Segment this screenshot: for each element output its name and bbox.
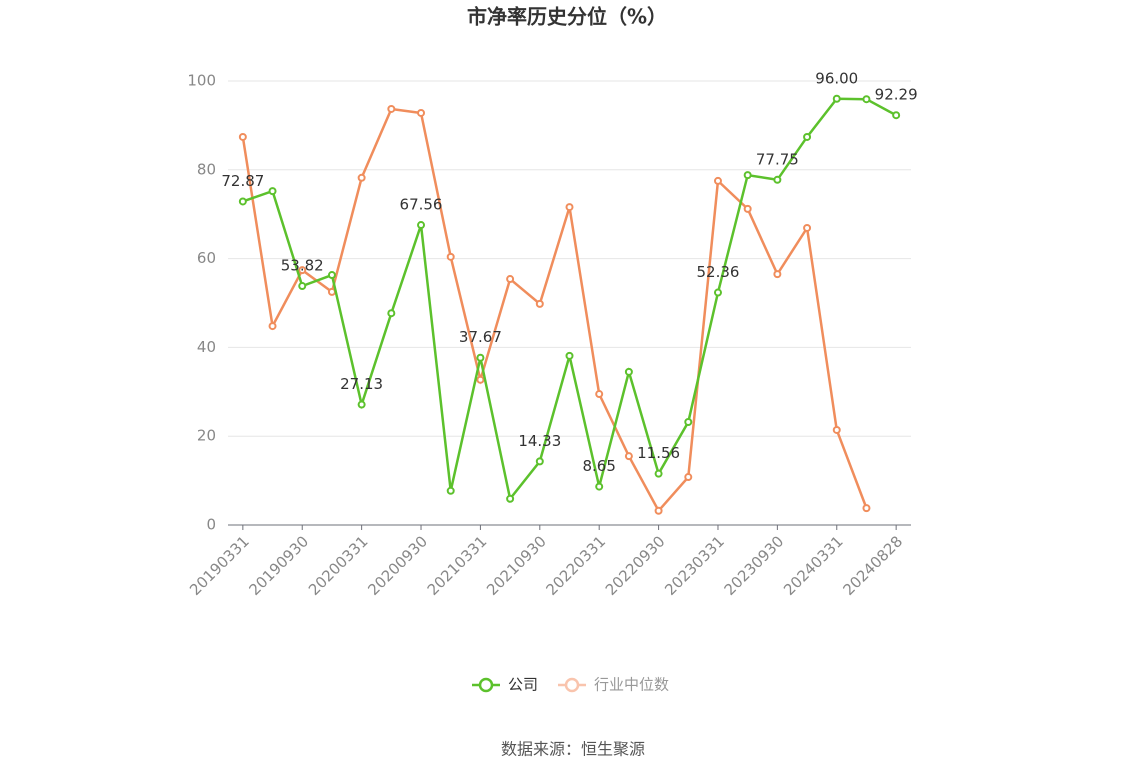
- data-point: [713, 288, 722, 297]
- y-tick-label: 40: [197, 338, 216, 356]
- data-point: [298, 266, 307, 275]
- legend-label: 行业中位数: [594, 676, 669, 694]
- x-tick-label: 20240331: [780, 532, 847, 599]
- data-point: [446, 252, 455, 261]
- y-tick-label: 60: [197, 249, 216, 267]
- data-point: [357, 173, 366, 182]
- data-point: [238, 197, 247, 206]
- x-tick-label: 20200930: [364, 532, 431, 599]
- x-tick-label: 20210930: [483, 532, 550, 599]
- data-point: [327, 287, 336, 296]
- chart-title: 市净率历史分位（%）: [467, 5, 667, 29]
- data-point: [387, 104, 396, 113]
- data-point: [417, 108, 426, 117]
- data-point: [357, 400, 366, 409]
- data-point: [387, 309, 396, 318]
- source: 数据来源：恒生聚源: [501, 740, 645, 759]
- data-point: [713, 176, 722, 185]
- legend-marker: [478, 677, 494, 693]
- data-point: [476, 375, 485, 384]
- data-point: [238, 132, 247, 141]
- data-label: 37.67: [459, 328, 502, 346]
- data-label: 52.36: [697, 263, 740, 281]
- data-point: [624, 452, 633, 461]
- data-point: [595, 482, 604, 491]
- data-point: [862, 95, 871, 104]
- data-point: [535, 457, 544, 466]
- data-point: [803, 132, 812, 141]
- x-tick-label: 20210331: [424, 532, 491, 599]
- data-point: [654, 506, 663, 515]
- data-label: 8.65: [582, 457, 615, 475]
- data-point: [743, 204, 752, 213]
- data-label: 67.56: [400, 196, 443, 214]
- x-tick-label: 20240828: [839, 532, 906, 599]
- data-point: [892, 111, 901, 120]
- data-point: [268, 322, 277, 331]
- x-tick-label: 20200331: [305, 532, 372, 599]
- data-label: 11.56: [637, 444, 680, 462]
- data-point: [506, 275, 515, 284]
- data-label: 77.75: [756, 150, 799, 168]
- x-tick-label: 20230331: [661, 532, 728, 599]
- y-tick-label: 100: [187, 72, 216, 90]
- data-point: [417, 221, 426, 230]
- data-label: 53.82: [281, 257, 324, 275]
- data-point: [773, 270, 782, 279]
- data-point: [476, 353, 485, 362]
- x-tick-label: 20190331: [186, 532, 253, 599]
- y-tick-label: 0: [206, 516, 216, 534]
- data-point: [654, 469, 663, 478]
- data-point: [803, 223, 812, 232]
- y-tick-label: 20: [197, 427, 216, 445]
- y-tick-label: 80: [197, 160, 216, 178]
- data-point: [773, 175, 782, 184]
- data-point: [535, 299, 544, 308]
- series-line: [241, 107, 868, 513]
- data-point: [862, 504, 871, 513]
- legend-label: 公司: [508, 676, 538, 694]
- data-point: [595, 390, 604, 399]
- data-point: [624, 367, 633, 376]
- x-tick-label: 20230930: [721, 532, 788, 599]
- data-point: [298, 282, 307, 291]
- data-label: 14.33: [518, 432, 561, 450]
- data-point: [743, 171, 752, 180]
- data-point: [565, 203, 574, 212]
- data-label: 96.00: [815, 69, 858, 87]
- data-point: [832, 425, 841, 434]
- x-tick-label: 20220331: [542, 532, 609, 599]
- data-label: 27.13: [340, 375, 383, 393]
- data-point: [832, 94, 841, 103]
- x-tick-label: 20220930: [602, 532, 669, 599]
- data-point: [684, 473, 693, 482]
- data-point: [446, 486, 455, 495]
- data-label: 72.87: [221, 172, 264, 190]
- data-label: 92.29: [875, 86, 918, 104]
- data-point: [565, 351, 574, 360]
- data-point: [506, 494, 515, 503]
- legend-marker: [564, 677, 580, 693]
- data-point: [327, 271, 336, 280]
- data-point: [268, 187, 277, 196]
- data-point: [684, 417, 693, 426]
- x-tick-label: 20190930: [246, 532, 313, 599]
